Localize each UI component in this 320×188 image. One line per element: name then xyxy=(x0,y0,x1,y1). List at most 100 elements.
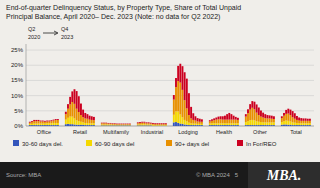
bar-segment xyxy=(33,121,35,123)
logo-box xyxy=(248,162,320,188)
subtitle: Principal Balance, April 2020– Dec. 2023… xyxy=(6,13,220,21)
bar-segment xyxy=(65,112,67,114)
bar-segment xyxy=(82,110,84,118)
bar-segment xyxy=(65,124,67,126)
bar-segment xyxy=(305,123,307,125)
bar-segment xyxy=(182,90,184,117)
bar-segment xyxy=(158,125,160,126)
bar-segment xyxy=(35,124,37,126)
bar-segment xyxy=(82,125,84,126)
bar-segment xyxy=(116,123,118,125)
bar-segment xyxy=(211,121,213,123)
bar-segment xyxy=(107,123,109,125)
bar-segment xyxy=(264,122,266,125)
bar-segment xyxy=(292,122,294,125)
bar-segment xyxy=(150,125,152,126)
bar-segment xyxy=(152,123,154,125)
bar-segment xyxy=(188,115,190,123)
bar-segment xyxy=(71,117,73,125)
bar-segment xyxy=(129,124,131,126)
bar-segment xyxy=(57,123,59,125)
bar-segment xyxy=(78,125,80,126)
bar-segment xyxy=(91,120,93,123)
bar-segment xyxy=(256,104,258,112)
bar-segment xyxy=(110,123,112,125)
bar-segment xyxy=(137,125,139,126)
bar-segment xyxy=(143,125,145,126)
bar-segment xyxy=(213,120,215,123)
bar-segment xyxy=(194,124,196,126)
bar-segment xyxy=(46,123,48,125)
bar-segment xyxy=(211,123,213,125)
bar-segment xyxy=(233,120,235,124)
bar-segment xyxy=(173,100,175,115)
bar-segment xyxy=(71,124,73,126)
bar-segment xyxy=(86,114,88,119)
legend-entry: 30-60 days del. xyxy=(22,141,63,147)
bar-segment xyxy=(31,122,33,124)
bar-segment xyxy=(122,124,124,126)
bar-segment xyxy=(146,123,148,124)
bar-segment xyxy=(44,124,46,126)
legend-swatch xyxy=(13,140,19,146)
bar-segment xyxy=(31,125,33,126)
bar-segment xyxy=(298,121,300,124)
bar-segment xyxy=(141,124,143,125)
bar-segment xyxy=(222,120,224,124)
legend-entry: 60-90 days del xyxy=(95,141,134,147)
bar-segment xyxy=(249,120,251,125)
bar-segment xyxy=(213,123,215,125)
bar-segment xyxy=(194,121,196,124)
bar-segment xyxy=(307,123,309,125)
bar-segment xyxy=(186,79,188,109)
annotation: Q2 xyxy=(28,26,35,32)
chart: End-of-quarter Delinquency Status, by Pr… xyxy=(0,0,320,188)
bar-segment xyxy=(86,123,88,125)
arrow-head xyxy=(54,31,58,35)
bar-segment xyxy=(154,123,156,125)
bar-segment xyxy=(209,124,211,126)
bar-segment xyxy=(163,125,165,126)
bar-segment xyxy=(201,124,203,125)
bar-segment xyxy=(146,125,148,126)
bar-segment xyxy=(294,113,296,118)
bar-segment xyxy=(143,121,145,123)
bar-segment xyxy=(120,124,122,126)
legend-entry: 90+ days del xyxy=(175,141,209,147)
bar-segment xyxy=(197,121,199,123)
bar-segment xyxy=(175,78,177,87)
bar-segment xyxy=(186,125,188,126)
legend-swatch xyxy=(237,140,243,146)
bar-segment xyxy=(292,111,294,117)
bar-segment xyxy=(91,116,93,120)
x-tick-label: Retail xyxy=(73,129,87,135)
bar-segment xyxy=(235,120,237,124)
bar-segment xyxy=(197,124,199,125)
footer xyxy=(0,162,320,188)
bar-segment xyxy=(302,123,304,125)
bar-segment xyxy=(146,122,148,124)
bar-segment xyxy=(186,108,188,121)
bar-segment xyxy=(264,118,266,122)
annotation: Q4 xyxy=(61,26,68,32)
bar-segment xyxy=(48,120,50,122)
source: Source: MBA xyxy=(6,172,41,178)
bar-segment xyxy=(199,124,201,125)
bar-segment xyxy=(226,120,228,124)
bar-segment xyxy=(122,124,124,126)
bar-segment xyxy=(125,123,127,125)
bar-segment xyxy=(300,118,302,121)
bar-segment xyxy=(224,120,226,124)
bar-segment xyxy=(156,125,158,126)
bar-segment xyxy=(298,123,300,125)
bar-segment xyxy=(67,104,69,109)
bar-segment xyxy=(182,124,184,126)
bar-segment xyxy=(290,125,292,126)
bar-segment xyxy=(309,121,311,123)
bar-segment xyxy=(116,124,118,126)
bar-segment xyxy=(184,100,186,120)
bar-segment xyxy=(184,120,186,125)
bar-segment xyxy=(281,122,283,125)
bar-segment xyxy=(281,116,283,118)
bar-segment xyxy=(116,125,118,126)
